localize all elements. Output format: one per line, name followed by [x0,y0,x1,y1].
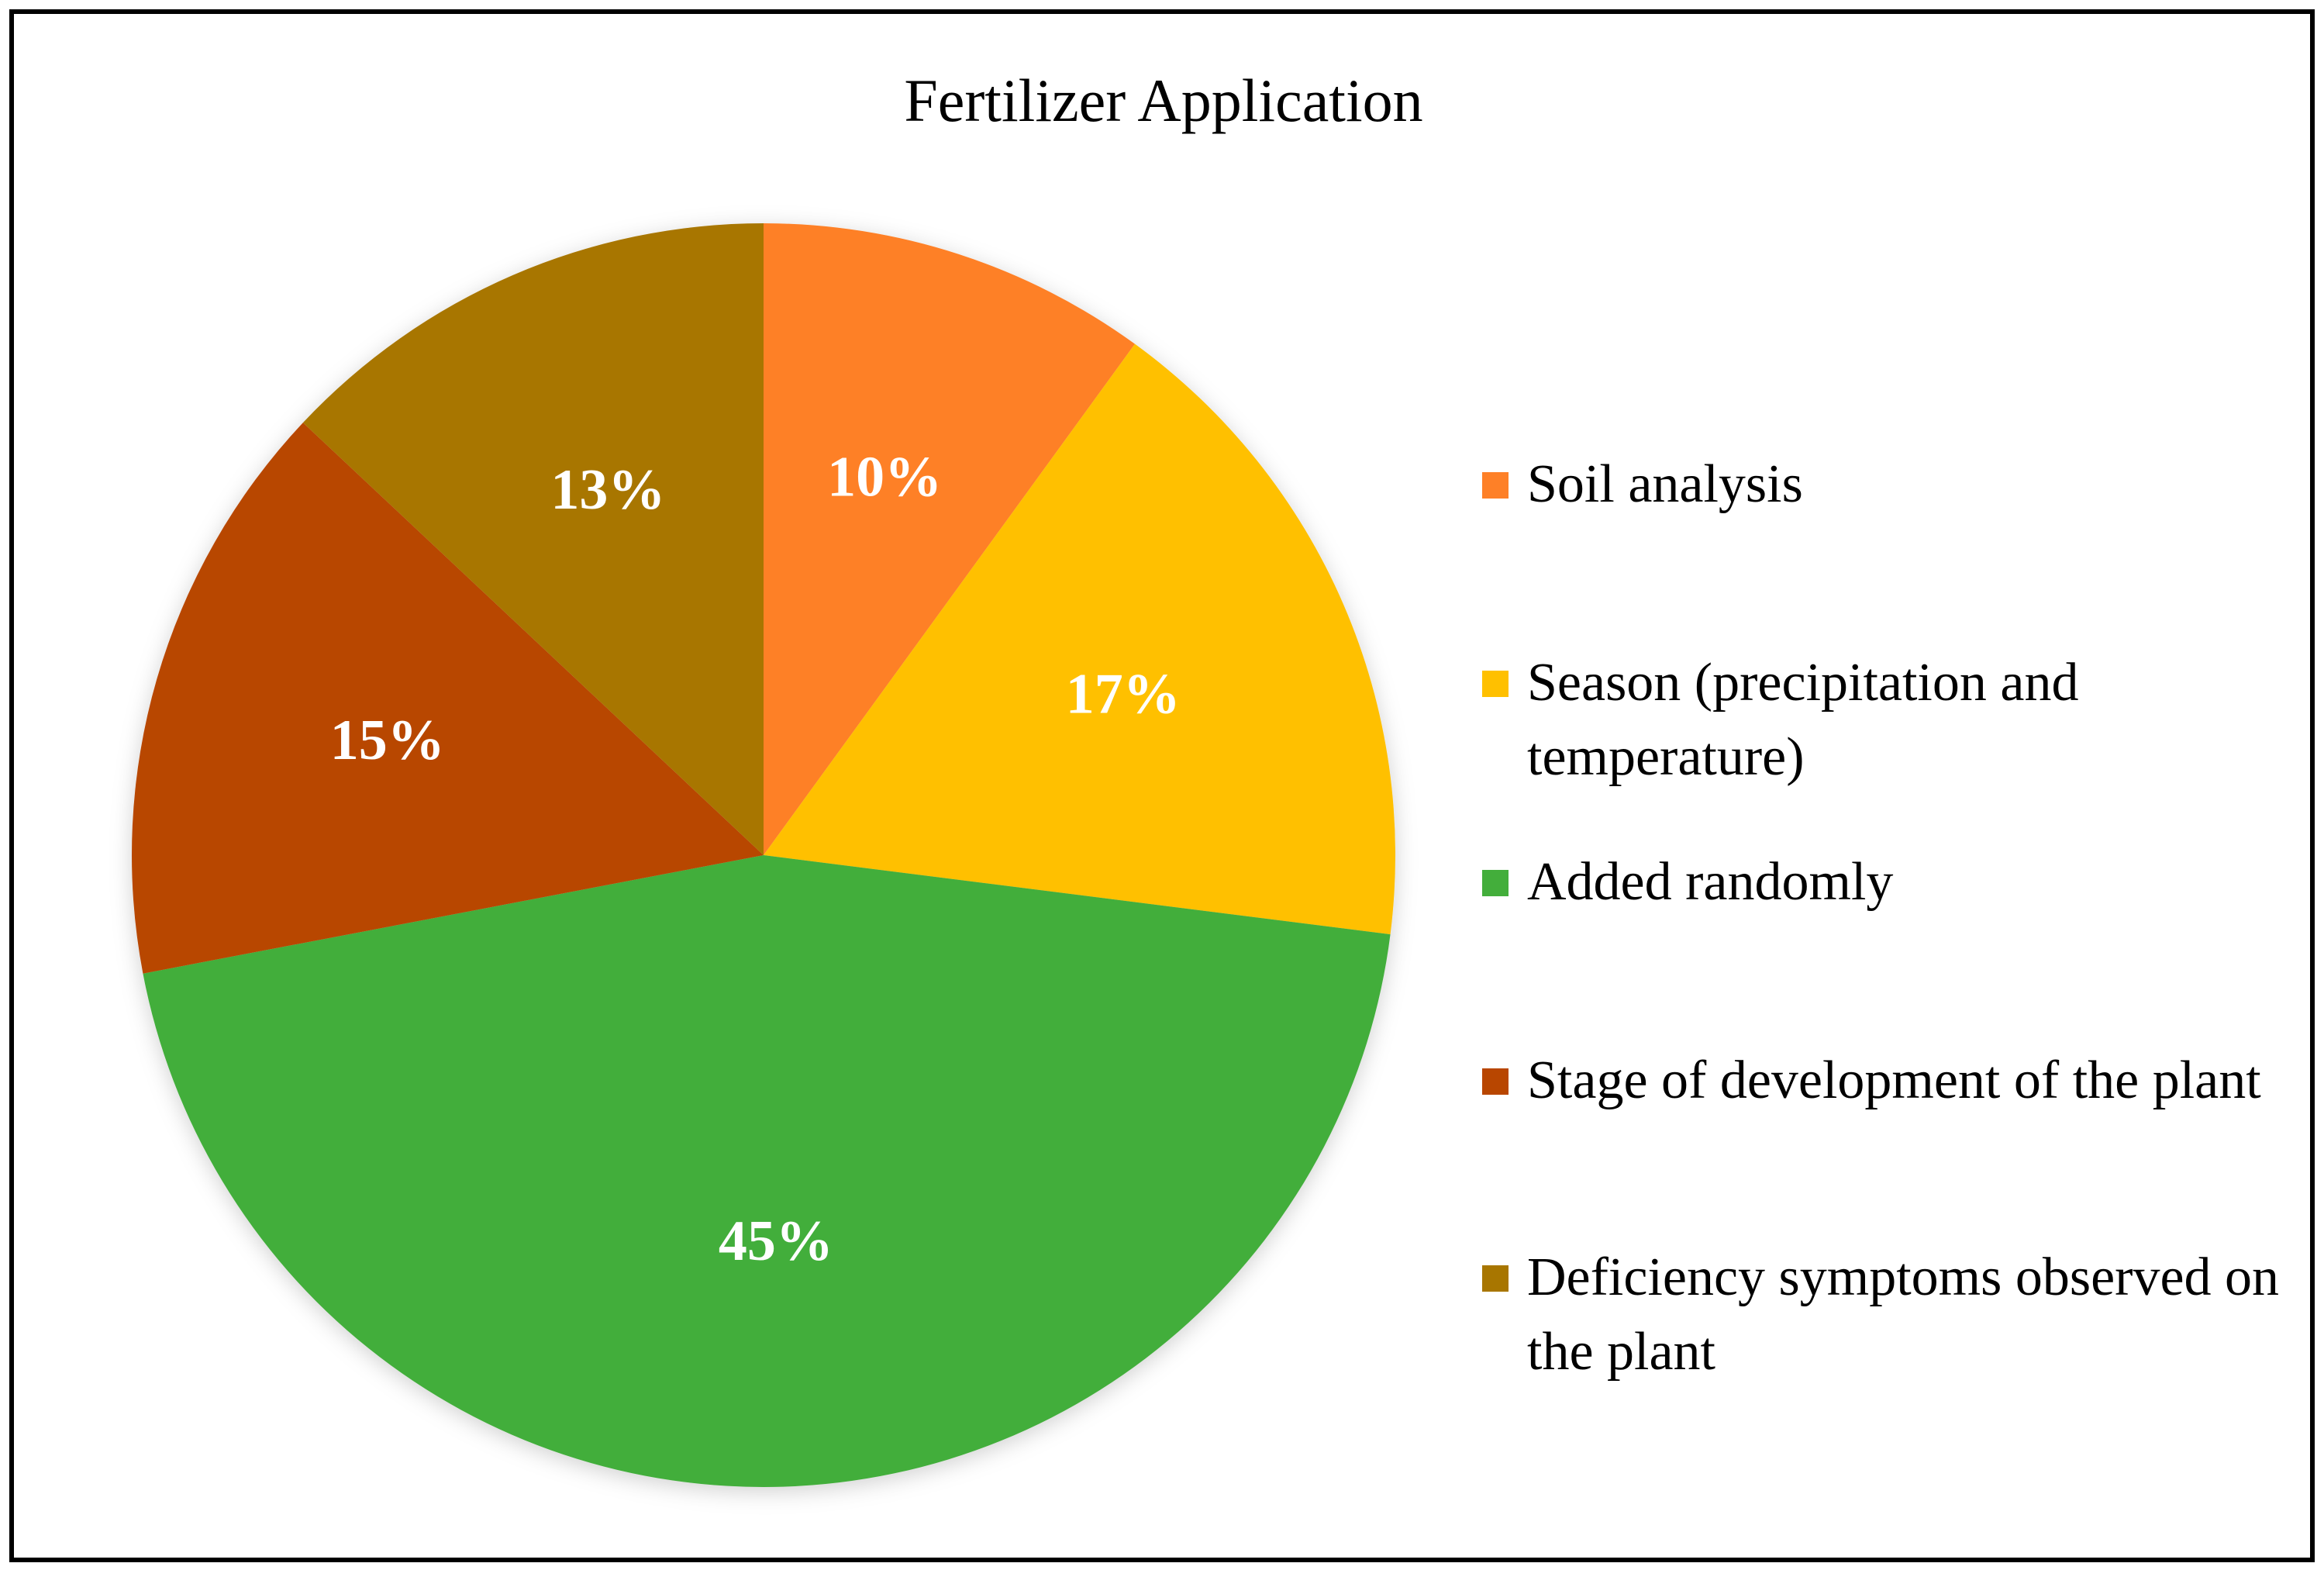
legend-swatch [1482,870,1509,896]
data-label: 15% [330,709,445,772]
legend-swatch [1482,1265,1509,1292]
pie-slice [764,223,1136,855]
pie-slice [764,343,1395,935]
data-label: 13% [550,458,665,522]
legend-label: Deficiency symptoms observed on the plan… [1527,1247,2280,1382]
data-label: 17% [1066,662,1181,726]
pie-slice [131,423,764,974]
data-label: 10% [827,445,942,509]
frame [9,9,2315,1562]
legend-item: Season (precipitation and temperature) [1482,646,2287,795]
legend-label: Stage of development of the plant [1527,1051,2261,1110]
pie-slice [143,855,1391,1487]
legend-swatch [1482,472,1509,499]
data-label: 45% [719,1209,833,1273]
legend-item: Stage of development of the plant [1482,1044,2287,1118]
legend-item: Added randomly [1482,845,2287,920]
legend-swatch [1482,671,1509,697]
legend-label: Soil analysis [1527,454,1803,514]
pie-slice [302,223,764,855]
pie [131,223,1395,1487]
legend-swatch [1482,1068,1509,1095]
legend-label: Added randomly [1527,852,1894,912]
chart-title: Fertilizer Application [904,67,1422,134]
legend-item: Soil analysis [1482,447,2287,522]
legend-label: Season (precipitation and temperature) [1527,653,2079,787]
legend-item: Deficiency symptoms observed on the plan… [1482,1240,2287,1389]
